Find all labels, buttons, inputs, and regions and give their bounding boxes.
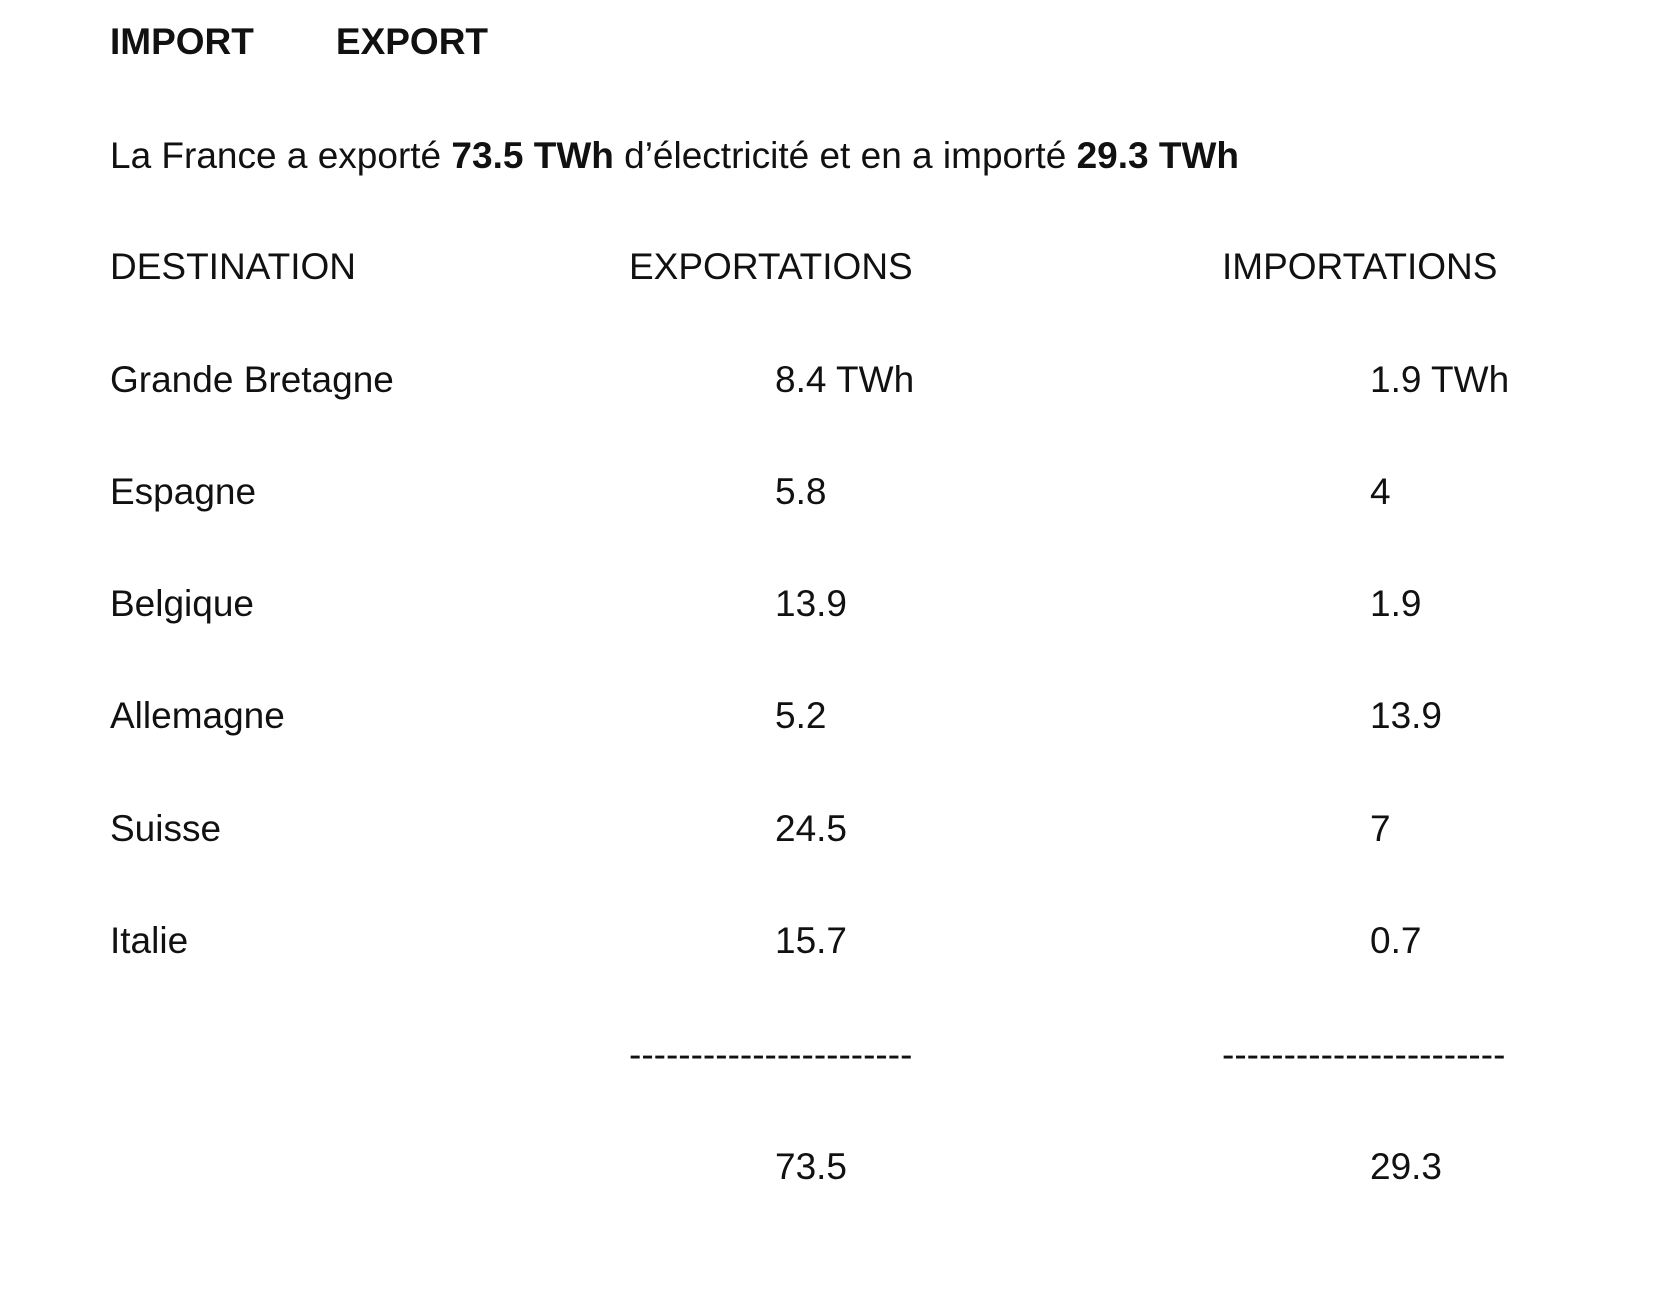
- summary-export: 73.5 TWh: [451, 135, 614, 176]
- total: 73.5: [775, 1146, 848, 1187]
- row-label: Grande Bretagne: [110, 359, 394, 400]
- column-header: IMPORTATIONS: [1222, 246, 1498, 287]
- summary-text: d’électricité et en a importé: [613, 135, 1077, 176]
- total: 29.3: [1370, 1146, 1443, 1187]
- cell: 13.9: [1370, 695, 1443, 736]
- separator: -----------------------: [1222, 1034, 1506, 1075]
- cell: 1.9: [1370, 583, 1422, 624]
- summary-text: La France a exporté: [110, 135, 452, 176]
- cell: 8.4 TWh: [775, 359, 915, 400]
- summary-import: 29.3 TWh: [1076, 135, 1239, 176]
- cell: 4: [1370, 471, 1391, 512]
- cell: 5.2: [775, 695, 827, 736]
- cell: 5.8: [775, 471, 827, 512]
- cell: 13.9: [775, 583, 848, 624]
- column-header: DESTINATION: [110, 246, 356, 287]
- title-export: EXPORT: [335, 21, 489, 62]
- row-label: Belgique: [110, 583, 255, 624]
- cell: 0.7: [1370, 920, 1422, 961]
- title-import: IMPORT: [110, 21, 254, 62]
- row-label: Allemagne: [110, 695, 285, 736]
- row-label: Suisse: [110, 808, 222, 849]
- page-title: IMPORT​EXPORT: [110, 20, 488, 64]
- column-header: EXPORTATIONS: [629, 246, 913, 287]
- cell: 7: [1370, 808, 1391, 849]
- row-label: Italie: [110, 920, 189, 961]
- summary: La France a exporté 73.5 TWh d’électrici…: [110, 134, 1239, 178]
- row-label: Espagne: [110, 471, 257, 512]
- cell: 1.9 TWh: [1370, 359, 1510, 400]
- cell: 24.5: [775, 808, 848, 849]
- cell: 15.7: [775, 920, 848, 961]
- separator: -----------------------: [629, 1034, 913, 1075]
